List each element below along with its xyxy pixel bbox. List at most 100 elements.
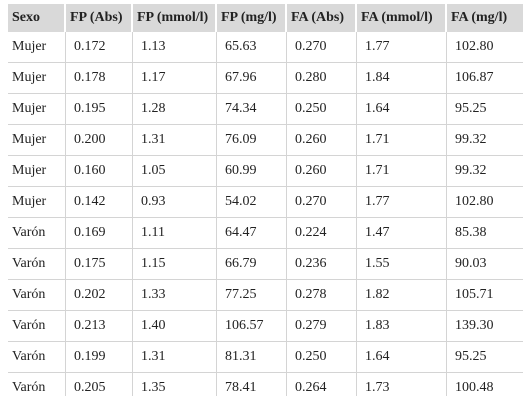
table-row: Varón 0.175 1.15 66.79 0.236 1.55 90.03 [8,249,523,280]
table-cell: 1.35 [133,373,217,396]
table-cell: Mujer [8,32,66,63]
table-cell: 0.178 [66,63,133,94]
table-cell: 65.63 [217,32,287,63]
table-cell: Varón [8,373,66,396]
table-cell: 0.280 [287,63,357,94]
table-cell: 78.41 [217,373,287,396]
table-cell: 1.33 [133,280,217,311]
table-cell: 0.270 [287,32,357,63]
table-cell: 95.25 [447,342,523,373]
table-row: Varón 0.205 1.35 78.41 0.264 1.73 100.48 [8,373,523,396]
table-row: Mujer 0.195 1.28 74.34 0.250 1.64 95.25 [8,94,523,125]
table-cell: 64.47 [217,218,287,249]
table-row: Varón 0.199 1.31 81.31 0.250 1.64 95.25 [8,342,523,373]
table-cell: 99.32 [447,125,523,156]
table-cell: 139.30 [447,311,523,342]
table-cell: Mujer [8,187,66,218]
table-cell: 74.34 [217,94,287,125]
column-header: FA (Abs) [287,4,357,32]
column-header: FA (mmol/l) [357,4,447,32]
table-cell: 1.11 [133,218,217,249]
table-cell: 0.260 [287,156,357,187]
table-cell: 0.160 [66,156,133,187]
table-cell: 106.87 [447,63,523,94]
table-row: Mujer 0.142 0.93 54.02 0.270 1.77 102.80 [8,187,523,218]
table-cell: 0.169 [66,218,133,249]
table-viewport[interactable]: Sexo FP (Abs) FP (mmol/l) FP (mg/l) FA (… [8,4,523,396]
table-cell: 0.199 [66,342,133,373]
table-cell: 1.77 [357,187,447,218]
table-cell: Mujer [8,156,66,187]
table-cell: 1.55 [357,249,447,280]
table-cell: 0.202 [66,280,133,311]
table-cell: 0.250 [287,342,357,373]
table-cell: 0.175 [66,249,133,280]
table-cell: 54.02 [217,187,287,218]
table-row: Varón 0.213 1.40 106.57 0.279 1.83 139.30 [8,311,523,342]
table-cell: 0.142 [66,187,133,218]
table-cell: 0.270 [287,187,357,218]
table-cell: 1.13 [133,32,217,63]
table-cell: Mujer [8,63,66,94]
table-row: Mujer 0.200 1.31 76.09 0.260 1.71 99.32 [8,125,523,156]
table-cell: Varón [8,311,66,342]
table-cell: Varón [8,280,66,311]
table-cell: 0.200 [66,125,133,156]
table-cell: 0.236 [287,249,357,280]
table-cell: 1.64 [357,94,447,125]
table-cell: 95.25 [447,94,523,125]
table-row: Mujer 0.178 1.17 67.96 0.280 1.84 106.87 [8,63,523,94]
table-cell: 1.83 [357,311,447,342]
table-cell: 0.213 [66,311,133,342]
column-header: FP (Abs) [66,4,133,32]
table-cell: 60.99 [217,156,287,187]
column-header: Sexo [8,4,66,32]
table-cell: 1.31 [133,125,217,156]
table-cell: 100.48 [447,373,523,396]
table-row: Varón 0.202 1.33 77.25 0.278 1.82 105.71 [8,280,523,311]
data-table: Sexo FP (Abs) FP (mmol/l) FP (mg/l) FA (… [8,4,523,396]
table-cell: 85.38 [447,218,523,249]
table-cell: 76.09 [217,125,287,156]
table-cell: Mujer [8,125,66,156]
table-cell: 1.15 [133,249,217,280]
table-cell: 66.79 [217,249,287,280]
table-cell: 102.80 [447,187,523,218]
column-header: FP (mmol/l) [133,4,217,32]
header-row: Sexo FP (Abs) FP (mmol/l) FP (mg/l) FA (… [8,4,523,32]
table-cell: 102.80 [447,32,523,63]
column-header: FA (mg/l) [447,4,523,32]
table-cell: 77.25 [217,280,287,311]
table-cell: 1.71 [357,156,447,187]
table-cell: 0.250 [287,94,357,125]
table-cell: 1.82 [357,280,447,311]
table-row: Mujer 0.172 1.13 65.63 0.270 1.77 102.80 [8,32,523,63]
table-cell: 1.28 [133,94,217,125]
table-cell: Mujer [8,94,66,125]
table-cell: 0.279 [287,311,357,342]
table-cell: 0.260 [287,125,357,156]
table-row: Mujer 0.160 1.05 60.99 0.260 1.71 99.32 [8,156,523,187]
column-header: FP (mg/l) [217,4,287,32]
table-cell: 0.172 [66,32,133,63]
table-body: Mujer 0.172 1.13 65.63 0.270 1.77 102.80 Mujer 0… [8,32,523,396]
table-cell: 0.93 [133,187,217,218]
table-cell: 1.40 [133,311,217,342]
table-cell: 0.195 [66,94,133,125]
table-cell: 1.73 [357,373,447,396]
table-cell: 81.31 [217,342,287,373]
table-cell: 1.17 [133,63,217,94]
table-cell: 1.77 [357,32,447,63]
table-cell: 1.84 [357,63,447,94]
table-row: Varón 0.169 1.11 64.47 0.224 1.47 85.38 [8,218,523,249]
table-cell: 90.03 [447,249,523,280]
table-cell: Varón [8,218,66,249]
table-cell: 1.31 [133,342,217,373]
table-cell: 0.205 [66,373,133,396]
table-cell: 0.264 [287,373,357,396]
table-cell: 99.32 [447,156,523,187]
table-cell: 0.278 [287,280,357,311]
table-cell: 0.224 [287,218,357,249]
table-cell: 105.71 [447,280,523,311]
table-cell: 1.71 [357,125,447,156]
